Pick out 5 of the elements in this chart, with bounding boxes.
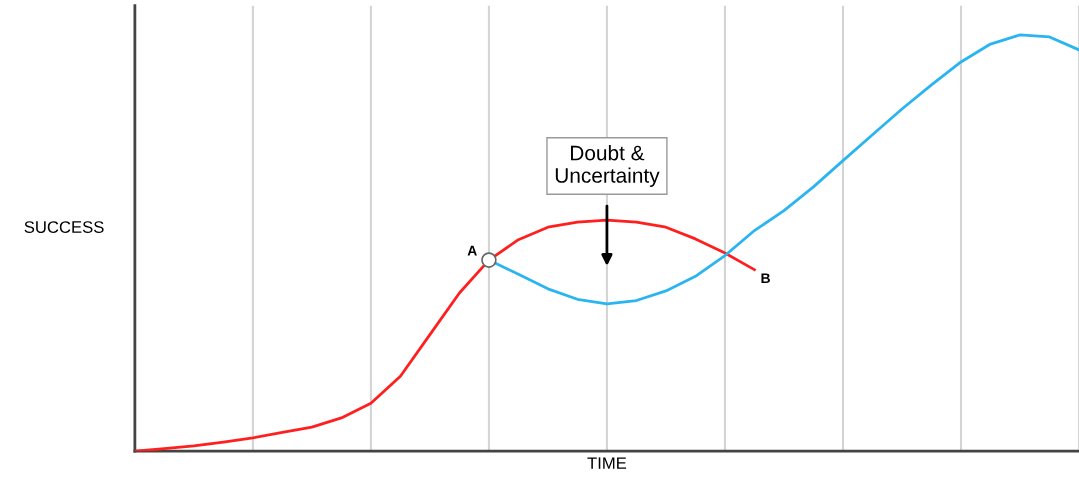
- annotation: B: [761, 273, 770, 284]
- annotation: A: [467, 245, 477, 256]
- x-axis-title: TIME: [587, 457, 627, 469]
- y-axis-title: SUCCESS: [24, 221, 104, 233]
- annotation: Doubt & Uncertainty: [555, 145, 660, 187]
